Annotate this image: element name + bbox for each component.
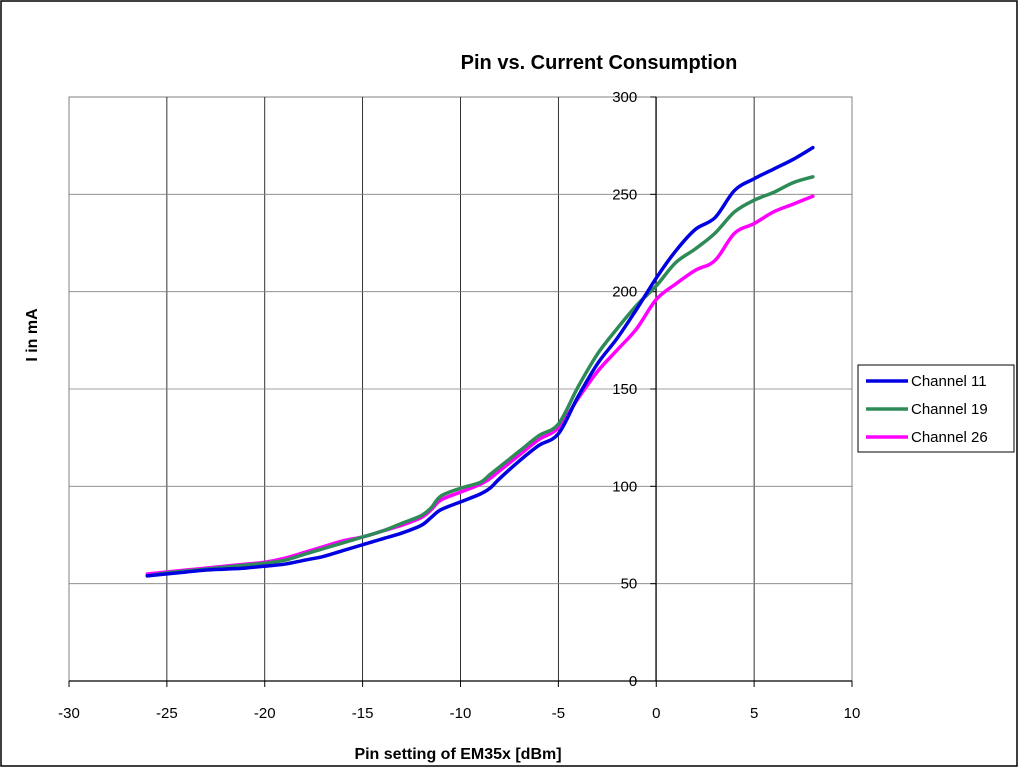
x-tick-label: -15 [352,705,374,722]
chart-title: Pin vs. Current Consumption [461,52,738,74]
y-tick-label: 250 [612,186,637,203]
legend: Channel 11 Channel 19 Channel 26 [857,364,1015,453]
x-tick-label: 5 [750,705,758,722]
y-axis-ticks: 0 50 100 150 200 250 300 [612,89,657,690]
legend-label-channel-26: Channel 26 [911,429,988,446]
x-tick-label: 0 [652,705,660,722]
legend-label-channel-19: Channel 19 [911,401,988,418]
x-tick-label: 10 [844,705,861,722]
x-tick-label: -10 [450,705,472,722]
y-axis-title: I in mA [24,308,41,362]
y-tick-label: 50 [621,576,638,593]
y-tick-label: 0 [629,673,637,690]
series-line-channel-11 [145,145,815,578]
y-tick-label: 300 [612,89,637,106]
x-tick-label: -30 [58,705,80,722]
y-tick-label: 150 [612,381,637,398]
x-axis-title: Pin setting of EM35x [dBm] [354,746,561,763]
x-tick-label: -20 [254,705,276,722]
x-tick-label: -25 [156,705,178,722]
x-tick-label: -5 [552,705,565,722]
y-tick-label: 200 [612,284,637,301]
x-axis-ticks: -30 -25 -20 -15 -10 -5 0 5 10 [58,681,860,722]
series-line-channel-19 [145,175,815,578]
legend-label-channel-11: Channel 11 [911,373,987,390]
y-tick-label: 100 [612,478,637,495]
series-lines [145,145,815,578]
